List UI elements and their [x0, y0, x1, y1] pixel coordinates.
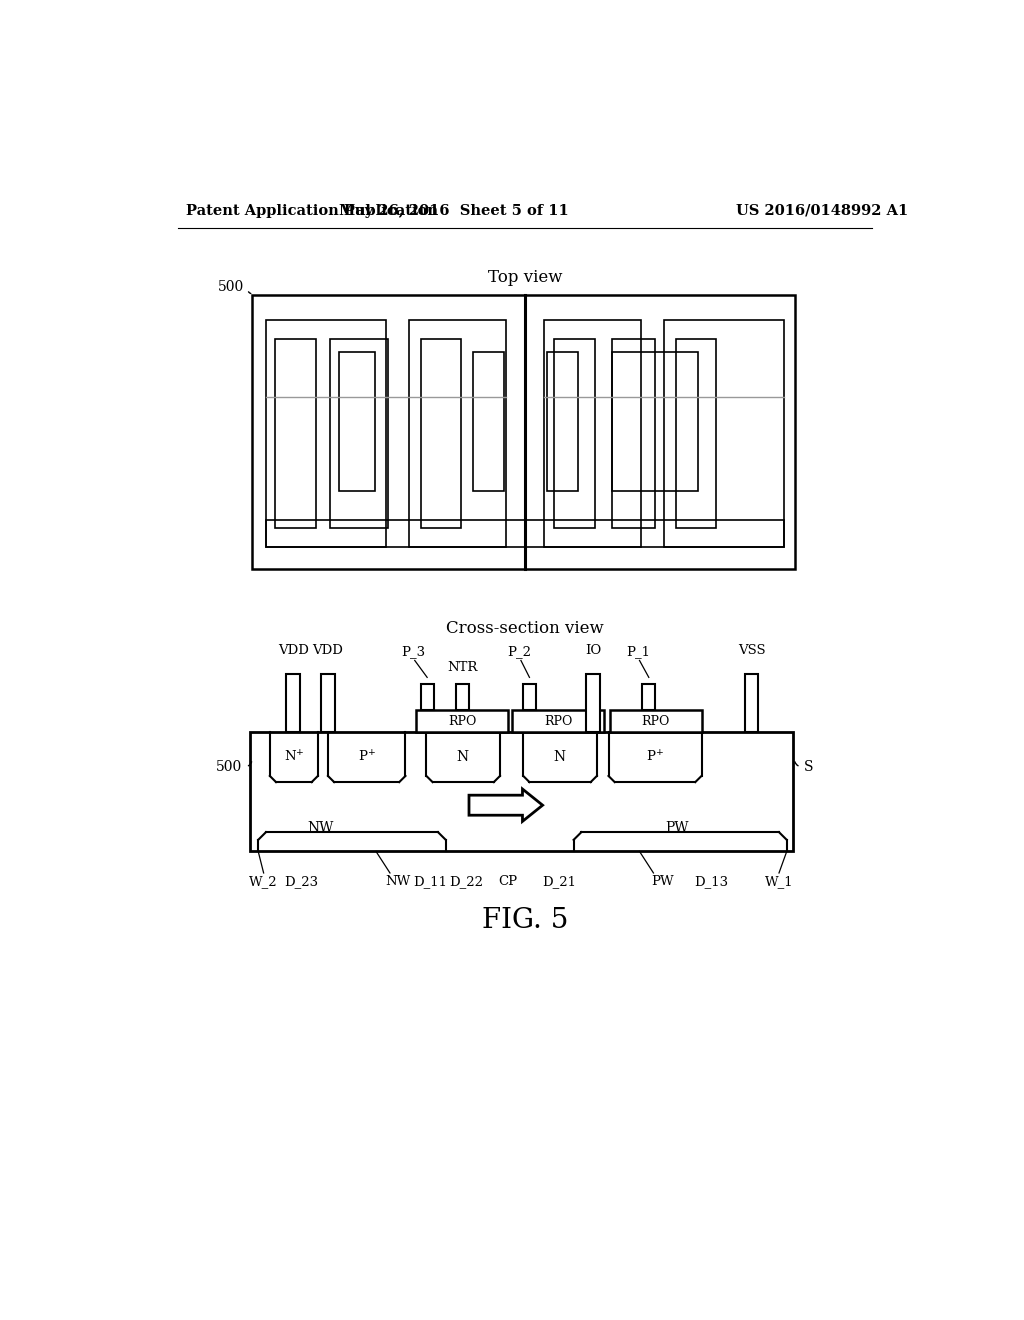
- Text: 500: 500: [218, 280, 245, 294]
- Bar: [676, 339, 716, 528]
- Text: D_11: D_11: [414, 875, 447, 888]
- Bar: [410, 321, 506, 548]
- Text: W_2: W_2: [249, 875, 278, 888]
- Bar: [512, 710, 604, 733]
- Text: RPO: RPO: [642, 714, 670, 727]
- Text: N: N: [554, 750, 565, 764]
- Text: VDD: VDD: [312, 644, 343, 656]
- Bar: [642, 684, 655, 710]
- Text: RPO: RPO: [544, 714, 572, 727]
- Text: D_21: D_21: [542, 875, 575, 888]
- Bar: [547, 352, 578, 491]
- Text: S: S: [804, 760, 813, 774]
- Bar: [665, 321, 784, 548]
- Text: P_3: P_3: [401, 645, 425, 659]
- Bar: [252, 296, 795, 569]
- Text: W_1: W_1: [765, 875, 794, 888]
- Bar: [610, 710, 701, 733]
- Bar: [330, 339, 388, 528]
- Bar: [322, 675, 335, 733]
- FancyArrow shape: [469, 789, 543, 821]
- Text: P$^{+}$: P$^{+}$: [646, 748, 664, 764]
- Text: FIG. 5: FIG. 5: [481, 907, 568, 935]
- Text: NW: NW: [385, 875, 411, 888]
- Bar: [275, 339, 315, 528]
- Bar: [544, 321, 641, 548]
- Text: N: N: [457, 750, 469, 764]
- Bar: [266, 520, 525, 548]
- Text: PW: PW: [651, 875, 674, 888]
- Text: P_2: P_2: [507, 645, 531, 659]
- Bar: [417, 710, 508, 733]
- Text: P$^{+}$: P$^{+}$: [357, 748, 376, 764]
- Text: Top view: Top view: [487, 269, 562, 286]
- Text: N$^{+}$: N$^{+}$: [284, 748, 304, 764]
- Bar: [266, 321, 386, 548]
- Text: Patent Application Publication: Patent Application Publication: [186, 203, 438, 218]
- Text: D_23: D_23: [285, 875, 318, 888]
- Text: D_13: D_13: [693, 875, 728, 888]
- Bar: [339, 352, 375, 491]
- Text: D_22: D_22: [450, 875, 483, 888]
- Bar: [524, 520, 784, 548]
- Text: VDD: VDD: [278, 644, 308, 656]
- Text: US 2016/0148992 A1: US 2016/0148992 A1: [736, 203, 908, 218]
- Text: NTR: NTR: [447, 660, 478, 673]
- Bar: [554, 339, 595, 528]
- Text: PW: PW: [665, 821, 688, 836]
- Bar: [251, 733, 793, 851]
- Text: CP: CP: [499, 875, 517, 888]
- Text: RPO: RPO: [447, 714, 476, 727]
- Text: VSS: VSS: [738, 644, 766, 656]
- Text: P_1: P_1: [626, 645, 650, 659]
- Bar: [287, 675, 300, 733]
- Text: IO: IO: [585, 644, 601, 656]
- Text: May 26, 2016  Sheet 5 of 11: May 26, 2016 Sheet 5 of 11: [339, 203, 568, 218]
- Bar: [587, 675, 600, 733]
- Bar: [421, 339, 461, 528]
- Bar: [745, 675, 759, 733]
- Text: NW: NW: [307, 821, 334, 836]
- Bar: [612, 339, 655, 528]
- Bar: [473, 352, 504, 491]
- Bar: [421, 684, 434, 710]
- Bar: [612, 352, 697, 491]
- Text: 500: 500: [216, 760, 242, 774]
- Text: Cross-section view: Cross-section view: [445, 619, 604, 636]
- Bar: [457, 684, 469, 710]
- Bar: [523, 684, 536, 710]
